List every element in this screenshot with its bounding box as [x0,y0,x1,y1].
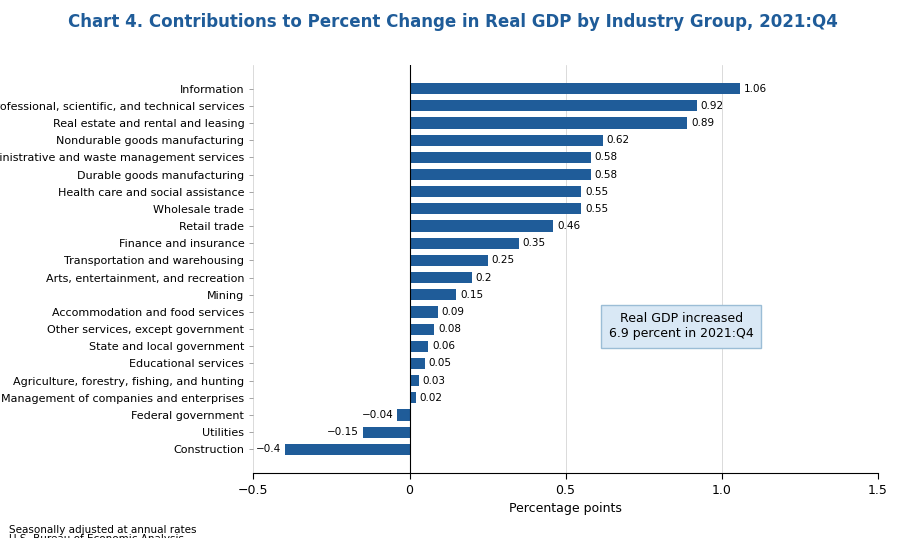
Bar [409,186,581,197]
Text: 0.2: 0.2 [476,273,492,282]
Text: 0.55: 0.55 [585,204,608,214]
Text: 0.09: 0.09 [442,307,464,317]
Text: 0.35: 0.35 [522,238,546,248]
Text: Real GDP increased
6.9 percent in 2021:Q4: Real GDP increased 6.9 percent in 2021:Q… [609,312,754,340]
Bar [409,255,488,266]
Text: 0.05: 0.05 [429,358,452,369]
Bar [409,323,434,335]
Bar [363,427,409,438]
Text: U.S. Bureau of Economic Analysis: U.S. Bureau of Economic Analysis [9,534,184,538]
Bar [409,358,425,369]
Text: 1.06: 1.06 [744,84,767,94]
Text: 0.46: 0.46 [557,221,580,231]
Bar [409,169,591,180]
Text: −0.4: −0.4 [255,444,281,454]
Text: 0.02: 0.02 [420,393,443,403]
Bar [409,83,740,94]
Bar [409,306,438,317]
Text: 0.08: 0.08 [438,324,462,334]
Bar [409,238,519,249]
Text: 0.92: 0.92 [700,101,724,111]
Text: Chart 4. Contributions to Percent Change in Real GDP by Industry Group, 2021:Q4: Chart 4. Contributions to Percent Change… [68,13,837,31]
Bar [409,392,415,404]
Text: 0.89: 0.89 [691,118,714,128]
Bar [409,100,697,111]
Bar [409,117,688,129]
Bar [409,152,591,163]
Text: 0.03: 0.03 [423,376,445,386]
Text: 0.62: 0.62 [607,135,630,145]
Bar [409,203,581,215]
Bar [397,409,409,421]
Bar [409,375,419,386]
Text: 0.06: 0.06 [432,341,455,351]
X-axis label: Percentage points: Percentage points [510,502,622,515]
Bar [284,444,409,455]
Text: 0.58: 0.58 [595,169,617,180]
Text: 0.25: 0.25 [491,256,514,265]
Bar [409,289,456,300]
Text: 0.15: 0.15 [460,290,483,300]
Text: −0.15: −0.15 [327,427,359,437]
Bar [409,341,428,352]
Text: 0.58: 0.58 [595,152,617,162]
Text: 0.55: 0.55 [585,187,608,197]
Bar [409,221,553,232]
Text: Seasonally adjusted at annual rates: Seasonally adjusted at annual rates [9,525,196,535]
Bar [409,272,472,283]
Text: −0.04: −0.04 [361,410,394,420]
Bar [409,134,603,146]
